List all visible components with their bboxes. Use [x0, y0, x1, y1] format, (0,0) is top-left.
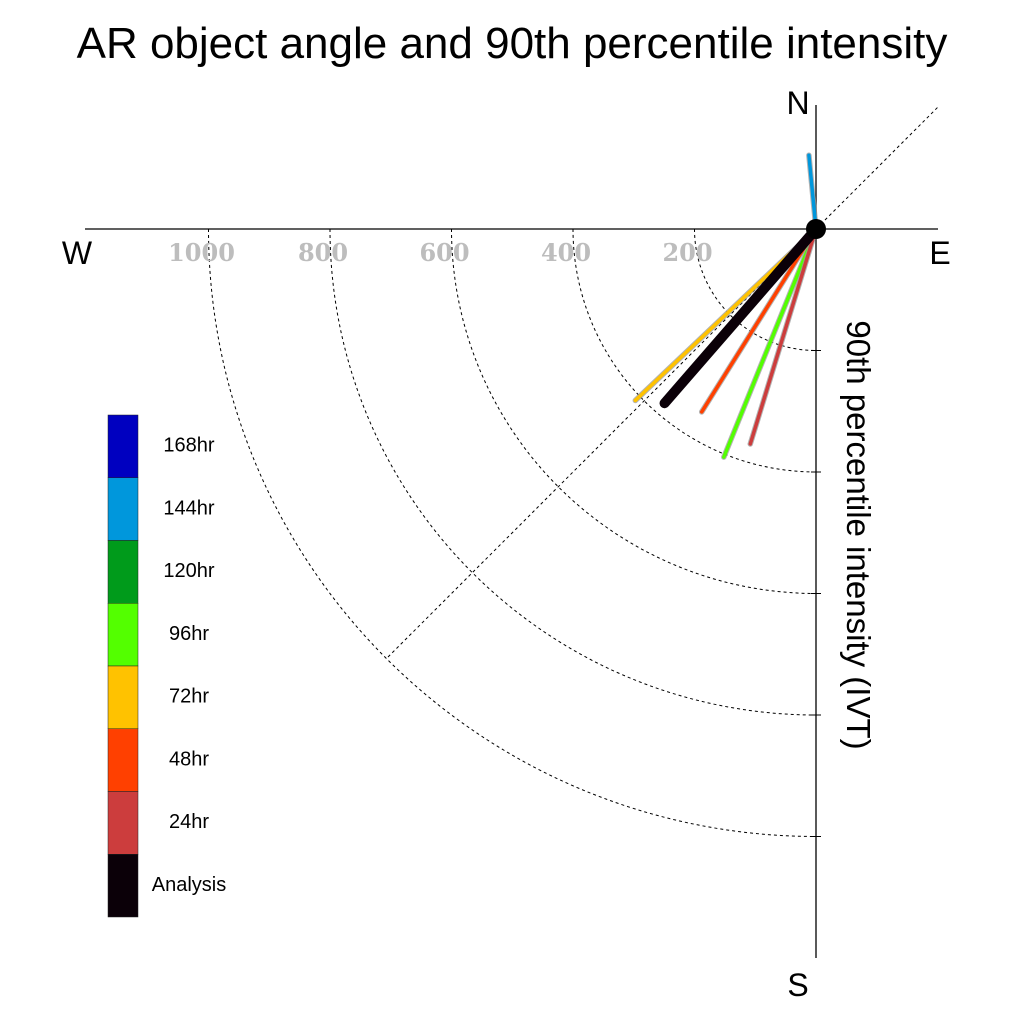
legend-swatch-120hr: [107, 540, 139, 604]
legend-label-96hr: 96hr: [169, 623, 209, 645]
legend-swatch-96hr: [107, 603, 139, 667]
legend-swatch-168hr: [107, 414, 139, 478]
series-vector-24hr: [748, 227, 818, 446]
chart-title: AR object angle and 90th percentile inte…: [77, 19, 948, 68]
diagonal-reference-line: [387, 106, 939, 658]
legend-swatch-analysis: [107, 854, 139, 918]
grid-arc-400: [572, 228, 817, 473]
legend-swatch-72hr: [107, 665, 139, 729]
radial-axis-label: 90th percentile intensity (IVT): [840, 320, 877, 749]
series-vector-analysis: [659, 224, 821, 409]
grid-layer: [208, 228, 821, 837]
tick-label-200: 200: [662, 238, 712, 267]
tick-label-1000: 1000: [168, 238, 235, 267]
grid-arc-1000: [208, 228, 817, 837]
series-vector-96hr: [722, 227, 818, 459]
tick-label-800: 800: [298, 238, 348, 267]
series-layer: [632, 152, 821, 460]
legend: 168hr 144hr 120hr 96hr 72hr 48hr 24hr Analysis: [107, 414, 226, 918]
compass-north-label: N: [786, 85, 809, 121]
legend-label-analysis: Analysis: [152, 874, 226, 896]
grid-arc-600: [451, 228, 817, 594]
legend-label-72hr: 72hr: [169, 686, 209, 708]
radial-tick-labels: 200 400 600 800 1000: [168, 238, 712, 267]
legend-label-168hr: 168hr: [163, 435, 214, 457]
grid-arc-800: [329, 228, 817, 716]
legend-label-24hr: 24hr: [169, 811, 209, 833]
series-vector-48hr: [699, 227, 818, 414]
legend-swatch-48hr: [107, 728, 139, 792]
legend-swatch-24hr: [107, 791, 139, 855]
series-vector-144hr: [807, 153, 818, 231]
origin-marker: [806, 219, 826, 239]
legend-label-144hr: 144hr: [163, 497, 214, 519]
compass-east-label: E: [929, 235, 950, 271]
legend-label-48hr: 48hr: [169, 748, 209, 770]
legend-label-120hr: 120hr: [163, 560, 214, 582]
axes-layer: N S E W 90th percentile intensity (IVT): [62, 85, 951, 1003]
tick-label-400: 400: [541, 238, 591, 267]
compass-south-label: S: [787, 967, 808, 1003]
legend-swatch-144hr: [107, 477, 139, 541]
grid-arc-200: [694, 228, 817, 351]
tick-label-600: 600: [419, 238, 469, 267]
compass-west-label: W: [62, 235, 93, 271]
